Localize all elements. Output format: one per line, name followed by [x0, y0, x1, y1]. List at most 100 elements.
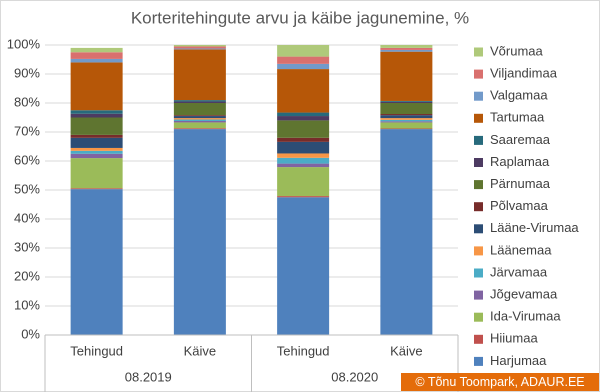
legend-swatch [474, 180, 483, 190]
bar-segment [70, 153, 123, 159]
bar-segment [277, 157, 330, 164]
y-tick-label: 80% [14, 94, 40, 109]
bar-segment [277, 141, 330, 154]
bar-segment [70, 110, 123, 114]
x-tick-label: Käive [390, 343, 423, 358]
y-tick-label: 70% [14, 123, 40, 138]
bar-segment [380, 121, 433, 123]
bar-segment [173, 100, 226, 102]
bar-segment [173, 129, 226, 335]
y-tick-label: 90% [14, 65, 40, 80]
y-tick-label: 20% [14, 268, 40, 283]
legend-swatch [474, 246, 483, 256]
bar-segment [173, 119, 226, 121]
bar-segment [277, 120, 330, 138]
bar-segment [70, 117, 123, 135]
legend-label: Hiiumaa [490, 331, 538, 346]
bar-segment [277, 197, 330, 335]
bar-segment [380, 49, 433, 52]
legend-swatch [474, 91, 483, 101]
legend-label: Raplamaa [490, 154, 550, 169]
bar-segment [70, 189, 123, 335]
bar-segment [70, 52, 123, 59]
bar-segment [277, 69, 330, 113]
legend-label: Viljandimaa [490, 66, 558, 81]
legend-label: Valgamaa [490, 88, 548, 103]
bar-segment [380, 51, 433, 101]
bar-segment [70, 134, 123, 138]
legend-swatch [474, 47, 483, 57]
bar-segment [277, 137, 330, 142]
bar-segment [380, 115, 433, 119]
bar-segment [380, 129, 433, 335]
bar-segment [173, 48, 226, 50]
group-label: 08.2020 [331, 369, 378, 384]
legend-label: Pärnumaa [490, 176, 551, 191]
legend-swatch [474, 135, 483, 145]
bar-segment [380, 119, 433, 122]
legend-label: Ida-Virumaa [490, 309, 561, 324]
legend-label: Võrumaa [490, 43, 544, 58]
bar-segment [380, 101, 433, 103]
bar-segment [380, 118, 433, 120]
bar-segment [277, 163, 330, 168]
x-tick-label: Tehingud [277, 343, 330, 358]
bar-segment [173, 128, 226, 130]
legend-swatch [474, 158, 483, 167]
legend-label: Järvamaa [490, 264, 548, 279]
legend-swatch [474, 224, 483, 234]
y-tick-label: 30% [14, 239, 40, 254]
legend-label: Lääne-Virumaa [490, 220, 579, 235]
legend-swatch [474, 334, 483, 344]
bar-segment [277, 153, 330, 158]
bar-segment [70, 58, 123, 63]
legend-swatch [474, 202, 483, 212]
bar-segment [277, 63, 330, 70]
y-tick-label: 60% [14, 152, 40, 167]
bar-segment [70, 158, 123, 189]
bar-segment [173, 118, 226, 120]
group-label: 08.2019 [125, 369, 172, 384]
x-tick-label: Käive [184, 343, 217, 358]
y-tick-label: 50% [14, 181, 40, 196]
bar-segment [380, 103, 433, 115]
bar-segment [70, 147, 123, 151]
bar-segment [380, 128, 433, 130]
bar-segment [70, 113, 123, 118]
legend-label: Harjumaa [490, 353, 547, 368]
legend-label: Saaremaa [490, 132, 551, 147]
bar-segment [173, 115, 226, 117]
bar-segment [173, 101, 226, 103]
legend-label: Jõgevamaa [490, 287, 558, 302]
bar-segment [380, 122, 433, 129]
bar-segment [173, 116, 226, 119]
chart-title: Korteritehingute arvu ja käibe jagunemin… [131, 8, 469, 27]
y-tick-label: 40% [14, 210, 40, 225]
bar-segment [277, 45, 330, 57]
bar-segment [277, 167, 330, 197]
bar-segment [70, 47, 123, 53]
y-tick-label: 10% [14, 297, 40, 312]
bar-segment [70, 188, 123, 190]
bar-segment [70, 150, 123, 154]
legend-swatch [474, 312, 483, 322]
bar-segment [380, 114, 433, 116]
bar-segment [173, 120, 226, 123]
bar-segment [277, 116, 330, 121]
bar-segment [380, 45, 433, 48]
legend-swatch [474, 268, 483, 278]
bar-segment [173, 122, 226, 129]
legend-swatch [474, 290, 483, 300]
bar-segment [173, 46, 226, 49]
legend-label: Läänemaa [490, 242, 552, 257]
y-tick-label: 100% [7, 36, 41, 51]
bar-segment [70, 62, 123, 111]
bar-segment [380, 100, 433, 102]
bar-segment [173, 103, 226, 116]
bar-segment [173, 45, 226, 47]
bar-segment [277, 196, 330, 198]
source: © Tõnu Toompark, ADAUR.EE [415, 375, 584, 389]
bar-segment [173, 49, 226, 101]
